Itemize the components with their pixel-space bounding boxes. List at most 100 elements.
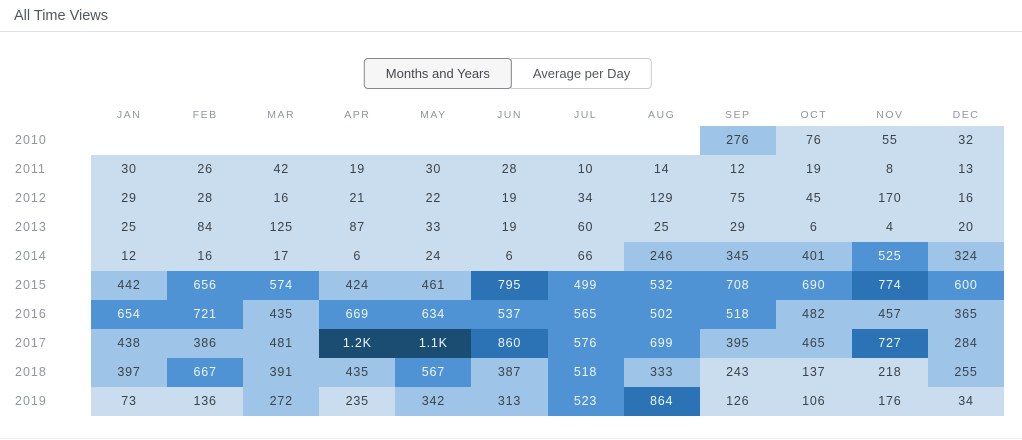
heatmap-cell: 774 [851, 271, 928, 300]
heatmap-cell [471, 126, 548, 155]
heatmap-cell: 12 [91, 242, 168, 271]
heatmap-cell: 721 [167, 300, 244, 329]
heatmap-cell: 26 [167, 155, 244, 184]
heatmap-cell: 395 [699, 329, 776, 358]
heatmap-cell: 284 [927, 329, 1004, 358]
month-header-row: JAN FEB MAR APR MAY JUN JUL AUG SEP OCT NOV DEC [0, 104, 1004, 126]
heatmap-cell: 137 [775, 358, 852, 387]
heatmap-cell: 481 [243, 329, 320, 358]
year-label: 2019 [15, 394, 47, 408]
month-header-may: MAY [420, 109, 447, 121]
heatmap-cell: 324 [927, 242, 1004, 271]
heatmap-cell: 391 [243, 358, 320, 387]
heatmap-cell: 10 [547, 155, 624, 184]
heatmap-cell: 333 [623, 358, 700, 387]
heatmap-cell: 537 [471, 300, 548, 329]
heatmap-cell: 276 [699, 126, 776, 155]
heatmap-cell: 126 [699, 387, 776, 416]
toggle-average-per-day[interactable]: Average per Day [510, 58, 653, 89]
corner-spacer [0, 104, 91, 126]
heatmap-cell: 523 [547, 387, 624, 416]
heatmap-cell: 25 [623, 213, 700, 242]
month-header-dec: DEC [952, 109, 980, 121]
heatmap-row-2017: 2017 438 386 481 1.2K 1.1K 860 576 699 395 465 727 2… [0, 329, 1004, 358]
heatmap-cell: 106 [775, 387, 852, 416]
heatmap-row-2013: 2013 25 84 125 87 33 19 60 25 29 6 4 20 [0, 213, 1004, 242]
heatmap-cell: 12 [699, 155, 776, 184]
heatmap-cell: 438 [91, 329, 168, 358]
heatmap-cell: 667 [167, 358, 244, 387]
heatmap-cell: 87 [319, 213, 396, 242]
heatmap-cell: 502 [623, 300, 700, 329]
heatmap-row-2010: 2010 276 76 55 32 [0, 126, 1004, 155]
heatmap-cell: 32 [927, 126, 1004, 155]
heatmap-cell: 16 [927, 184, 1004, 213]
heatmap-cell: 600 [927, 271, 1004, 300]
heatmap-cell: 235 [319, 387, 396, 416]
heatmap-cell: 136 [167, 387, 244, 416]
heatmap-cell: 176 [851, 387, 928, 416]
heatmap-cell: 482 [775, 300, 852, 329]
heatmap-cell: 45 [775, 184, 852, 213]
heatmap-cell: 669 [319, 300, 396, 329]
heatmap-cell: 465 [775, 329, 852, 358]
heatmap-cell: 518 [699, 300, 776, 329]
heatmap-cell: 16 [167, 242, 244, 271]
bottom-divider [0, 438, 1022, 439]
toggle-months-and-years[interactable]: Months and Years [363, 58, 512, 89]
heatmap-cell: 129 [623, 184, 700, 213]
heatmap-cell: 345 [699, 242, 776, 271]
heatmap-cell: 125 [243, 213, 320, 242]
heatmap-cell: 255 [927, 358, 1004, 387]
heatmap-cell: 461 [395, 271, 472, 300]
heatmap-cell: 34 [927, 387, 1004, 416]
view-toggle: Months and Years Average per Day [363, 58, 653, 89]
heatmap-cell: 435 [243, 300, 320, 329]
heatmap-cell: 342 [395, 387, 472, 416]
year-label: 2016 [15, 307, 47, 321]
heatmap-cell: 6 [319, 242, 396, 271]
heatmap-cell: 73 [91, 387, 168, 416]
heatmap-cell: 424 [319, 271, 396, 300]
heatmap-cell: 19 [775, 155, 852, 184]
heatmap-row-2015: 2015 442 656 574 424 461 795 499 532 708 690 774 600 [0, 271, 1004, 300]
heatmap-cell: 567 [395, 358, 472, 387]
heatmap-cell: 690 [775, 271, 852, 300]
heatmap-cell: 13 [927, 155, 1004, 184]
heatmap-cell: 457 [851, 300, 928, 329]
heatmap-cell: 30 [91, 155, 168, 184]
heatmap-cell: 1.2K [319, 329, 396, 358]
page-title: All Time Views [14, 8, 109, 24]
heatmap-cell: 16 [243, 184, 320, 213]
heatmap-cell: 19 [471, 184, 548, 213]
heatmap-cell: 525 [851, 242, 928, 271]
heatmap-cell: 365 [927, 300, 1004, 329]
heatmap-cell: 272 [243, 387, 320, 416]
heatmap-cell [91, 126, 168, 155]
heatmap-cell [243, 126, 320, 155]
heatmap-cell: 4 [851, 213, 928, 242]
heatmap-cell: 1.1K [395, 329, 472, 358]
heatmap-cell: 243 [699, 358, 776, 387]
heatmap-cell: 699 [623, 329, 700, 358]
month-header-sep: SEP [724, 109, 751, 121]
heatmap-cell: 860 [471, 329, 548, 358]
heatmap-cell: 654 [91, 300, 168, 329]
month-header-feb: FEB [192, 109, 218, 121]
heatmap-cell: 60 [547, 213, 624, 242]
heatmap-row-2016: 2016 654 721 435 669 634 537 565 502 518 482 457 365 [0, 300, 1004, 329]
heatmap-row-2011: 2011 30 26 42 19 30 28 10 14 12 19 8 13 [0, 155, 1004, 184]
heatmap-cell: 401 [775, 242, 852, 271]
heatmap-cell: 19 [319, 155, 396, 184]
heatmap-cell: 29 [699, 213, 776, 242]
heatmap-cell: 55 [851, 126, 928, 155]
heatmap-cell: 76 [775, 126, 852, 155]
heatmap-cell: 532 [623, 271, 700, 300]
year-label: 2015 [15, 278, 47, 292]
year-label: 2010 [15, 133, 47, 147]
heatmap-cell: 8 [851, 155, 928, 184]
heatmap-cell: 19 [471, 213, 548, 242]
heatmap-cell: 387 [471, 358, 548, 387]
heatmap-cell: 84 [167, 213, 244, 242]
heatmap-cell [319, 126, 396, 155]
